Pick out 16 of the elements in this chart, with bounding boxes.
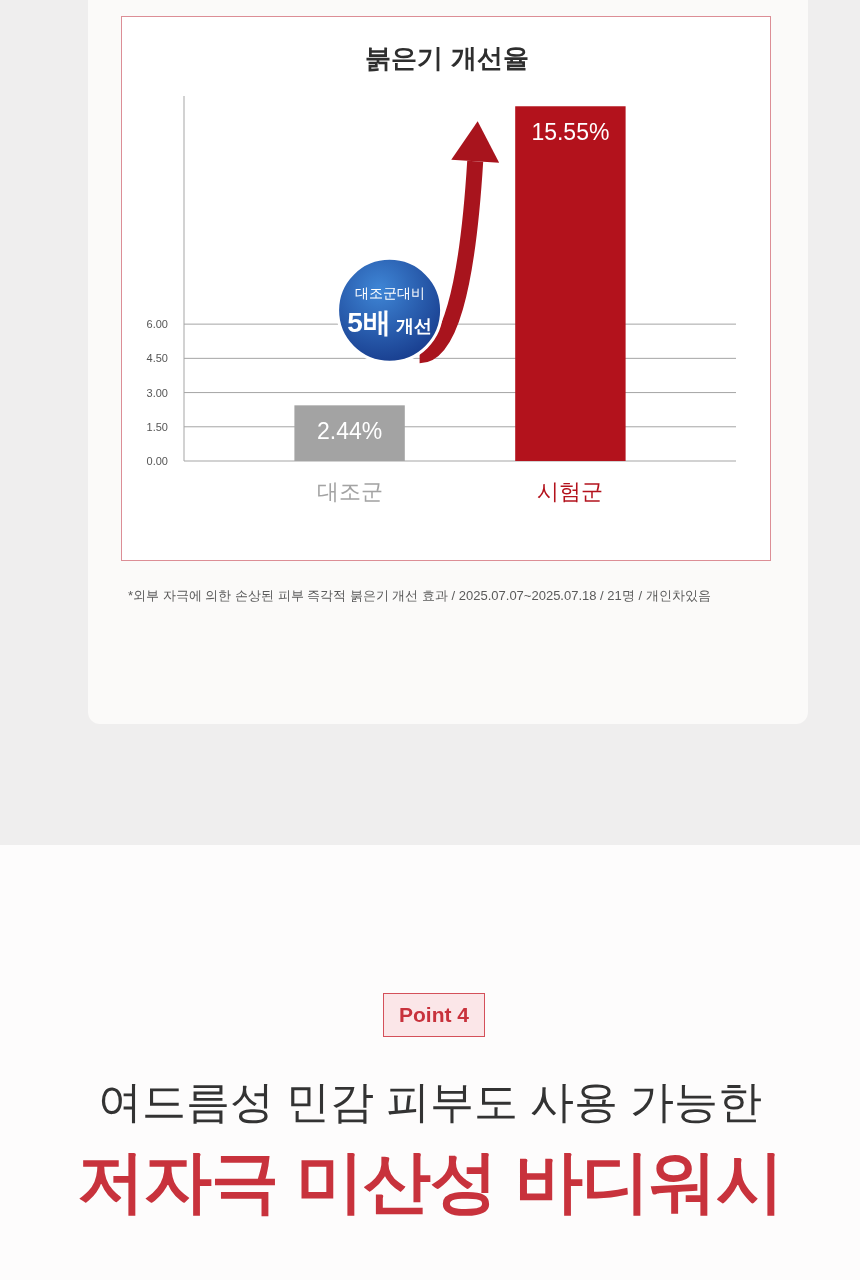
x-tick-label: 대조군	[316, 479, 383, 504]
text: Point 4	[382, 993, 485, 1037]
y-tick-label: 0.00	[146, 455, 168, 467]
text: 여드름성 민감 피부도 사용 가능한	[96, 1076, 764, 1128]
chart-title: 붉은기 개선율	[365, 43, 529, 73]
text: 저자극 미산성 바디워시	[76, 1142, 784, 1221]
text: *외부 자극에 의한 손상된 피부 즉각적 붉은기 개선 효과 / 2025.07.07~2025.07.18 / 21명 / 개인차있음	[128, 587, 712, 605]
y-tick-label: 4.50	[146, 352, 168, 365]
x-tick-label: 시험군	[537, 479, 604, 504]
data-label: 15.55%	[531, 119, 610, 146]
y-tick-label: 3.00	[146, 386, 168, 399]
y-tick-label: 6.00	[146, 318, 168, 331]
data-label: 2.44%	[316, 418, 383, 445]
y-tick-label: 1.50	[146, 420, 168, 433]
annotation: 5배 개선	[347, 307, 432, 339]
annotation: 대조군대비	[354, 285, 425, 302]
